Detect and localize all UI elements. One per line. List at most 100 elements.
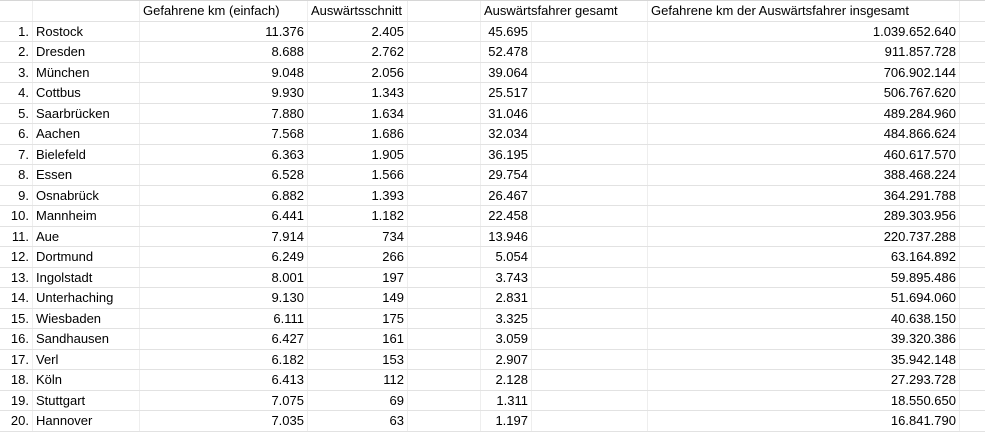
cell-auswaertsschnitt[interactable]: 1.686 [308, 124, 408, 144]
cell-city[interactable]: Wiesbaden [33, 308, 140, 328]
cell-city[interactable]: Köln [33, 370, 140, 390]
cell-auswaertsfahrer-gesamt[interactable]: 36.195 [481, 144, 532, 164]
cell-rank[interactable]: 13. [0, 267, 33, 287]
empty-cell[interactable] [960, 391, 985, 411]
empty-cell[interactable] [0, 1, 33, 21]
cell-city[interactable]: Bielefeld [33, 144, 140, 164]
cell-auswaertsschnitt[interactable]: 1.634 [308, 103, 408, 123]
cell-km-einfach[interactable]: 6.441 [140, 206, 308, 226]
cell-km-auswaertsfahrer-insgesamt[interactable]: 506.767.620 [648, 83, 960, 103]
cell-auswaertsfahrer-gesamt[interactable]: 3.743 [481, 267, 532, 287]
empty-cell[interactable] [960, 309, 985, 329]
cell-auswaertsschnitt[interactable]: 63 [308, 411, 408, 431]
empty-cell[interactable] [33, 1, 140, 21]
cell-km-einfach[interactable]: 9.048 [140, 62, 308, 82]
cell-km-auswaertsfahrer-insgesamt[interactable]: 484.866.624 [648, 124, 960, 144]
empty-cell[interactable] [960, 124, 985, 144]
empty-cell[interactable] [532, 83, 648, 103]
cell-km-einfach[interactable]: 6.363 [140, 144, 308, 164]
cell-rank[interactable]: 11. [0, 226, 33, 246]
empty-cell[interactable] [532, 267, 648, 287]
empty-cell[interactable] [408, 42, 481, 62]
empty-cell[interactable] [532, 411, 648, 431]
empty-cell[interactable] [532, 42, 648, 62]
cell-auswaertsfahrer-gesamt[interactable]: 45.695 [481, 21, 532, 41]
cell-city[interactable]: Unterhaching [33, 288, 140, 308]
empty-cell[interactable] [960, 1, 985, 21]
cell-auswaertsschnitt[interactable]: 2.405 [308, 21, 408, 41]
cell-km-einfach[interactable]: 6.249 [140, 247, 308, 267]
cell-auswaertsfahrer-gesamt[interactable]: 2.831 [481, 288, 532, 308]
empty-cell[interactable] [532, 1, 648, 21]
cell-city[interactable]: Rostock [33, 21, 140, 41]
cell-city[interactable]: Dortmund [33, 247, 140, 267]
cell-auswaertsfahrer-gesamt[interactable]: 22.458 [481, 206, 532, 226]
cell-km-einfach[interactable]: 6.528 [140, 165, 308, 185]
empty-cell[interactable] [960, 206, 985, 226]
empty-cell[interactable] [408, 390, 481, 410]
empty-cell[interactable] [408, 206, 481, 226]
cell-rank[interactable]: 10. [0, 206, 33, 226]
cell-km-auswaertsfahrer-insgesamt[interactable]: 489.284.960 [648, 103, 960, 123]
cell-city[interactable]: Cottbus [33, 83, 140, 103]
cell-rank[interactable]: 3. [0, 62, 33, 82]
cell-km-einfach[interactable]: 7.035 [140, 411, 308, 431]
empty-cell[interactable] [532, 165, 648, 185]
cell-auswaertsschnitt[interactable]: 1.343 [308, 83, 408, 103]
cell-auswaertsschnitt[interactable]: 1.566 [308, 165, 408, 185]
empty-cell[interactable] [532, 370, 648, 390]
cell-km-auswaertsfahrer-insgesamt[interactable]: 59.895.486 [648, 267, 960, 287]
cell-rank[interactable]: 14. [0, 288, 33, 308]
cell-auswaertsfahrer-gesamt[interactable]: 32.034 [481, 124, 532, 144]
cell-auswaertsfahrer-gesamt[interactable]: 1.311 [481, 390, 532, 410]
cell-rank[interactable]: 1. [0, 21, 33, 41]
cell-rank[interactable]: 5. [0, 103, 33, 123]
cell-auswaertsschnitt[interactable]: 197 [308, 267, 408, 287]
cell-auswaertsfahrer-gesamt[interactable]: 39.064 [481, 62, 532, 82]
empty-cell[interactable] [960, 83, 985, 103]
header-auswaertsfahrer-gesamt[interactable]: Auswärtsfahrer gesamt [484, 3, 618, 19]
cell-auswaertsfahrer-gesamt[interactable]: 13.946 [481, 226, 532, 246]
cell-km-auswaertsfahrer-insgesamt[interactable]: 27.293.728 [648, 370, 960, 390]
cell-city[interactable]: Essen [33, 165, 140, 185]
empty-cell[interactable] [408, 124, 481, 144]
cell-auswaertsfahrer-gesamt[interactable]: 3.325 [481, 308, 532, 328]
cell-rank[interactable]: 18. [0, 370, 33, 390]
cell-auswaertsschnitt[interactable]: 149 [308, 288, 408, 308]
header-auswaertsschnitt[interactable]: Auswärtsschnitt [308, 1, 408, 21]
cell-city[interactable]: Aachen [33, 124, 140, 144]
cell-km-auswaertsfahrer-insgesamt[interactable]: 364.291.788 [648, 185, 960, 205]
empty-cell[interactable] [532, 21, 648, 41]
empty-cell[interactable] [408, 1, 481, 21]
empty-cell[interactable] [960, 247, 985, 267]
cell-city[interactable]: Aue [33, 226, 140, 246]
cell-km-auswaertsfahrer-insgesamt[interactable]: 63.164.892 [648, 247, 960, 267]
empty-cell[interactable] [960, 22, 985, 42]
cell-km-einfach[interactable]: 9.930 [140, 83, 308, 103]
empty-cell[interactable] [408, 226, 481, 246]
cell-city[interactable]: Sandhausen [33, 329, 140, 349]
cell-km-einfach[interactable]: 7.075 [140, 390, 308, 410]
header-km-auswaertsfahrer-insgesamt[interactable]: Gefahrene km der Auswärtsfahrer insgesam… [648, 1, 960, 21]
empty-cell[interactable] [408, 267, 481, 287]
cell-auswaertsfahrer-gesamt[interactable]: 52.478 [481, 42, 532, 62]
cell-auswaertsfahrer-gesamt[interactable]: 5.054 [481, 247, 532, 267]
cell-km-einfach[interactable]: 7.914 [140, 226, 308, 246]
cell-auswaertsschnitt[interactable]: 1.905 [308, 144, 408, 164]
cell-km-einfach[interactable]: 11.376 [140, 21, 308, 41]
empty-cell[interactable] [408, 308, 481, 328]
cell-km-einfach[interactable]: 8.688 [140, 42, 308, 62]
cell-auswaertsschnitt[interactable]: 1.182 [308, 206, 408, 226]
cell-auswaertsfahrer-gesamt[interactable]: 2.128 [481, 370, 532, 390]
cell-km-auswaertsfahrer-insgesamt[interactable]: 1.039.652.640 [648, 21, 960, 41]
cell-km-auswaertsfahrer-insgesamt[interactable]: 706.902.144 [648, 62, 960, 82]
empty-cell[interactable] [408, 370, 481, 390]
cell-city[interactable]: Hannover [33, 411, 140, 431]
empty-cell[interactable] [960, 350, 985, 370]
cell-km-einfach[interactable]: 9.130 [140, 288, 308, 308]
empty-cell[interactable] [532, 247, 648, 267]
cell-auswaertsschnitt[interactable]: 69 [308, 390, 408, 410]
empty-cell[interactable] [960, 42, 985, 62]
empty-cell[interactable] [532, 390, 648, 410]
cell-auswaertsschnitt[interactable]: 734 [308, 226, 408, 246]
